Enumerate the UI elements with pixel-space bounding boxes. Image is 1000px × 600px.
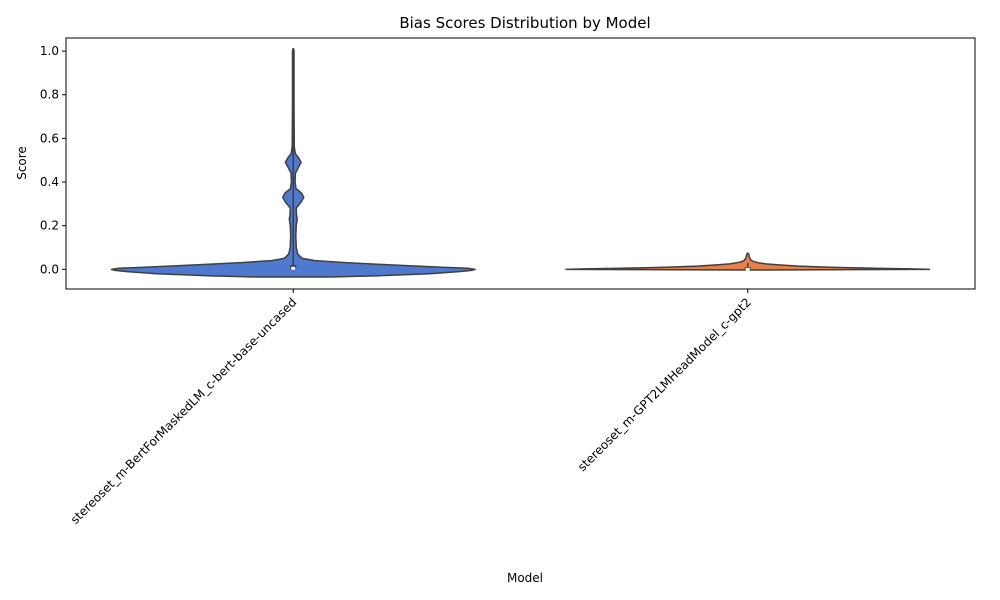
y-tick-label: 0.6 (40, 131, 59, 145)
plot-area (110, 48, 931, 278)
violin-median (745, 267, 750, 271)
y-tick-label: 0.0 (40, 262, 59, 276)
violin-body (565, 252, 931, 271)
axes-frame (65, 37, 976, 290)
chart-title: Bias Scores Distribution by Model (399, 14, 650, 32)
y-axis: 0.0 0.2 0.4 0.6 0.8 1.0 (40, 44, 66, 276)
y-tick-label: 0.2 (40, 219, 59, 233)
y-tick-label: 0.8 (40, 88, 59, 102)
y-axis-label: Score (15, 146, 29, 180)
x-axis-label: Model (507, 571, 543, 585)
y-tick-label: 1.0 (40, 44, 59, 58)
violin-median (291, 266, 296, 270)
y-tick-label: 0.4 (40, 175, 59, 189)
